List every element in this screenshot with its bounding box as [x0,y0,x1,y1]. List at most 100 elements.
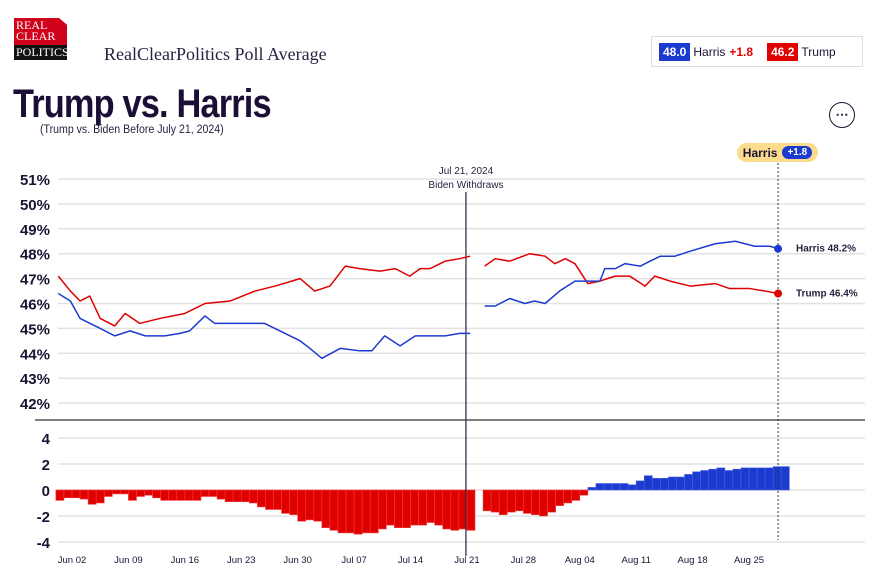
spread-bar [523,489,532,514]
spread-bar [281,489,290,514]
series-line-trump-after-jul [484,252,779,295]
spread-bar [708,468,718,491]
x-tick-label: Aug 25 [734,555,764,566]
spread-bar [668,476,677,491]
spread-bar [587,487,597,491]
y-tick-label: 51% [20,172,50,189]
y-tick-label: 45% [20,321,50,338]
spread-bar [418,489,427,526]
brand-name: RealClearPolitics Poll Average [104,44,327,64]
trump-label: Trump [801,44,836,59]
event-label: Biden Withdraws [428,180,503,191]
spread-bar [442,489,452,530]
trump-end-label: Trump 46.4% [796,289,858,300]
y-tick-label: 0 [42,483,50,500]
x-tick-label: Aug 04 [565,555,595,566]
spread-bar [764,467,774,491]
leader-badge: Harris +1.8 [737,143,818,162]
spread-bar [692,471,701,491]
spread-bar [514,489,524,512]
page-title: Trump vs. Harris [13,82,272,126]
spread-bar [684,474,693,491]
spread-bar [506,489,516,513]
spread-bar [643,475,653,491]
y-tick-label: -2 [37,509,50,526]
leader-spread: +1.8 [782,146,813,159]
ellipsis-icon: ⋯ [835,107,849,122]
spread-bar [772,466,782,491]
spread-bar [724,470,734,491]
spread-bar [652,477,661,491]
x-tick-label: Jun 30 [283,555,312,566]
spread-bar [353,489,363,535]
series-line-harris [484,240,779,307]
spread-bar [732,468,742,491]
spread-bar [160,489,170,501]
spread-bar [603,483,613,491]
series-line-biden [57,292,471,360]
spread-bar [144,489,153,496]
harris-end-dot [774,244,783,253]
spread-bar [273,489,282,510]
y-tick-label: 2 [42,457,50,474]
spread-bar [95,489,105,504]
y-tick-label: 48% [20,247,50,264]
spread-bar [361,489,371,534]
spread-bar [555,489,564,506]
spread-bar [410,489,419,526]
spread-bar [345,489,355,534]
x-tick-label: Jul 28 [511,555,536,566]
spread-bar [289,489,298,516]
spread-bar [216,489,226,500]
more-options-button[interactable]: ⋯ [829,102,855,128]
spread-bar [756,467,766,491]
logo-black-block: POLITICS [14,45,69,60]
y-tick-label: 43% [20,371,50,388]
spread-bar [466,489,476,531]
spread-bar [386,489,395,526]
spread-bar [337,489,347,534]
spread-bar [700,470,710,491]
spread-bar [329,489,339,531]
spread-bar [176,489,186,501]
harris-value-badge: 48.0 [659,42,691,61]
x-tick-label: Aug 18 [678,555,708,566]
x-tick-label: Jul 21 [454,555,479,566]
leader-name: Harris [742,145,778,160]
spread-bar [563,489,573,504]
harris-label: Harris [693,44,726,59]
rcp-logo[interactable]: REAL CLEAR POLITICS [14,18,69,64]
x-tick-label: Aug 11 [621,555,650,566]
logo-red-block: REAL CLEAR [14,18,67,45]
series-line-trump-before-jul [57,255,471,327]
spread-bar [168,489,178,501]
spread-bar [402,489,411,529]
poll-summary: 48.0 Harris +1.8 46.2 Trump [651,36,863,67]
y-tick-label: 46% [20,297,50,314]
spread-bar [305,489,315,521]
spread-bar [313,489,323,522]
spread-bar [112,489,121,495]
y-tick-label: 4 [42,431,51,448]
spread-bar [249,489,258,504]
spread-bar [595,483,605,491]
y-tick-label: 47% [20,272,50,289]
spread-bar [660,477,669,491]
spread-bar [716,467,726,491]
x-tick-label: Jun 09 [114,555,143,566]
x-tick-label: Jun 16 [171,555,200,566]
x-tick-label: Jun 23 [227,555,256,566]
spread-bar [120,489,129,495]
spread-bar [200,489,210,497]
y-tick-label: 50% [20,197,50,214]
spread-bar [676,476,685,491]
x-tick-label: Jul 14 [398,555,423,566]
spread-bar [780,466,790,491]
spread-bar [128,489,137,501]
spread-bar [103,489,113,497]
spread-bar [627,484,637,491]
trump-end-dot [774,289,783,298]
spread-bar [184,489,194,501]
spread-bar [369,489,379,534]
